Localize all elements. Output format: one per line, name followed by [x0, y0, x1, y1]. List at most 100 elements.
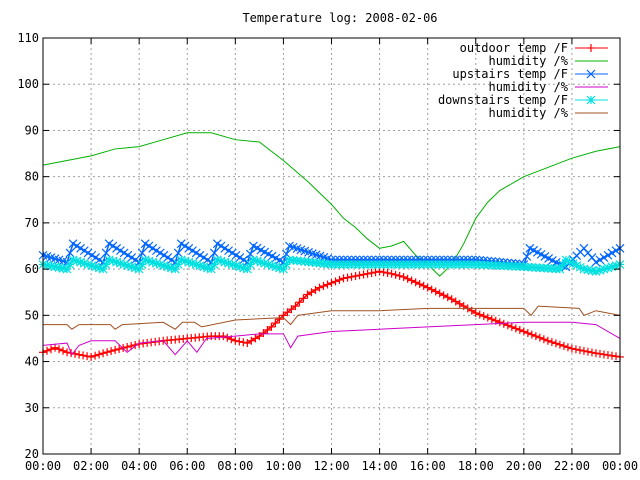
- y-tick-label: 40: [25, 355, 39, 369]
- data-point-marker: [587, 44, 595, 52]
- data-point-marker: [503, 261, 513, 271]
- data-point-marker: [539, 335, 548, 344]
- x-tick-label: 00:00: [25, 459, 61, 473]
- data-point-marker: [391, 270, 400, 279]
- legend-label: downstairs temp /F: [438, 93, 568, 107]
- data-point-marker: [487, 315, 496, 324]
- data-point-marker: [99, 349, 108, 358]
- data-point-marker: [563, 343, 572, 352]
- data-point-marker: [447, 295, 456, 304]
- data-point-marker: [439, 260, 449, 269]
- data-point-marker: [51, 343, 60, 352]
- data-point-marker: [343, 273, 352, 282]
- y-tick-label: 80: [25, 170, 39, 184]
- data-point-marker: [479, 312, 488, 321]
- data-point-marker: [291, 302, 300, 311]
- data-point-marker: [483, 313, 492, 322]
- data-point-marker: [443, 293, 452, 302]
- data-point-marker: [65, 260, 75, 269]
- data-point-marker: [611, 352, 620, 361]
- data-point-marker: [307, 288, 316, 297]
- data-point-marker: [271, 319, 280, 328]
- data-point-marker: [231, 336, 240, 345]
- data-point-marker: [267, 322, 276, 331]
- x-tick-label: 06:00: [169, 459, 205, 473]
- data-point-marker: [387, 269, 396, 278]
- data-point-marker: [551, 339, 560, 348]
- data-point-marker: [583, 347, 592, 356]
- legend-label: upstairs temp /F: [452, 67, 568, 81]
- data-point-marker: [591, 257, 601, 267]
- chart-title: Temperature log: 2008-02-06: [242, 11, 437, 25]
- data-point-marker: [219, 332, 228, 341]
- data-point-marker: [259, 329, 268, 338]
- data-point-marker: [387, 260, 397, 269]
- data-point-marker: [567, 344, 576, 353]
- x-tick-label: 18:00: [458, 459, 494, 473]
- data-point-marker: [235, 337, 244, 346]
- data-point-marker: [523, 329, 532, 338]
- data-point-marker: [55, 345, 64, 354]
- data-point-marker: [351, 272, 360, 281]
- data-point-marker: [519, 327, 528, 336]
- data-point-marker: [587, 348, 596, 357]
- data-point-marker: [379, 268, 388, 277]
- data-point-marker: [371, 268, 380, 277]
- data-point-marker: [411, 260, 421, 269]
- data-point-marker: [507, 261, 517, 271]
- y-tick-label: 70: [25, 216, 39, 230]
- data-point-marker: [43, 346, 52, 355]
- data-point-marker: [79, 351, 88, 360]
- data-point-marker: [319, 282, 328, 291]
- data-point-marker: [607, 351, 616, 360]
- data-point-marker: [547, 338, 556, 347]
- data-point-marker: [555, 340, 564, 349]
- data-point-marker: [579, 346, 588, 355]
- data-point-marker: [591, 349, 600, 358]
- data-point-marker: [535, 263, 545, 273]
- data-point-marker: [327, 278, 336, 287]
- data-point-marker: [586, 69, 596, 79]
- data-point-marker: [363, 260, 372, 269]
- data-point-marker: [287, 305, 296, 314]
- data-point-marker: [335, 275, 344, 284]
- legend-label: humidity /%: [489, 80, 569, 94]
- data-point-marker: [47, 345, 56, 354]
- data-point-marker: [103, 348, 112, 357]
- series-1: [42, 132, 621, 277]
- data-point-marker: [415, 260, 425, 269]
- data-point-marker: [403, 274, 412, 283]
- data-point-marker: [107, 347, 116, 356]
- data-point-marker: [463, 260, 473, 269]
- data-point-marker: [535, 333, 544, 342]
- data-point-marker: [383, 268, 392, 277]
- data-point-marker: [407, 276, 416, 285]
- x-tick-label: 16:00: [410, 459, 446, 473]
- data-point-marker: [411, 278, 420, 287]
- data-point-marker: [355, 271, 364, 280]
- data-point-marker: [595, 255, 605, 265]
- data-point-marker: [439, 291, 448, 300]
- data-point-marker: [173, 248, 183, 258]
- y-tick-label: 90: [25, 123, 39, 137]
- data-point-marker: [475, 310, 484, 319]
- data-point-marker: [595, 349, 604, 358]
- x-tick-label: 00:00: [602, 459, 638, 473]
- data-point-marker: [115, 344, 124, 353]
- series-4: [38, 255, 625, 276]
- y-tick-label: 100: [17, 77, 39, 91]
- data-point-marker: [551, 264, 561, 274]
- data-point-marker: [511, 324, 520, 333]
- axis-layer: 00:00 02:00 04:00 06:00 08:00 10:00 12:00 14:00…: [17, 31, 638, 473]
- data-point-marker: [243, 339, 252, 348]
- data-point-marker: [263, 325, 272, 334]
- y-tick-label: 60: [25, 262, 39, 276]
- data-point-marker: [83, 352, 92, 361]
- data-point-marker: [431, 287, 440, 296]
- data-point-marker: [427, 285, 436, 294]
- data-point-marker: [367, 268, 376, 277]
- data-point-marker: [419, 260, 429, 269]
- x-tick-label: 04:00: [121, 459, 157, 473]
- series-layer: [38, 132, 625, 361]
